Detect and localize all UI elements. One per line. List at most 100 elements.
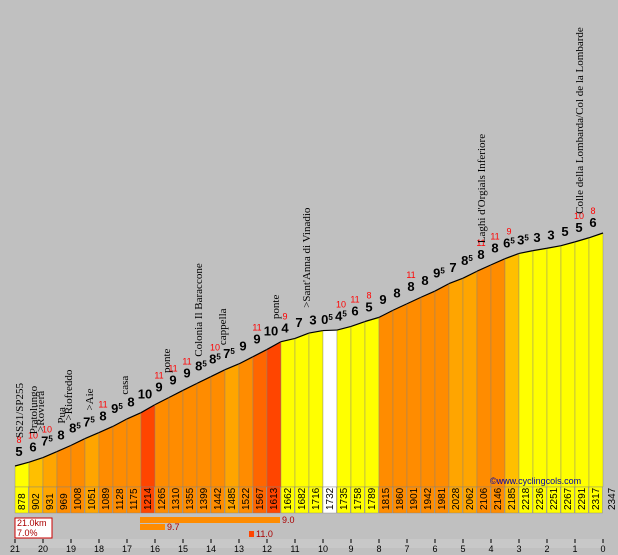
profile-outline <box>196 376 212 384</box>
altitude-cell <box>322 486 337 514</box>
profile-segment <box>112 418 128 488</box>
steepest-sections-legend: 9.0 9.7 11.0 <box>140 515 295 539</box>
altitude-label: 1399 <box>199 487 210 510</box>
max-grade-label: 11 <box>406 270 415 280</box>
altitude-cell <box>280 486 295 514</box>
landmark-label: ponte <box>270 295 282 320</box>
grade-label: 95 <box>433 266 445 281</box>
grade-label: 3 <box>547 228 554 243</box>
profile-outline <box>336 325 352 331</box>
profile-segment <box>322 329 338 488</box>
max-grade-label: 10 <box>210 343 220 353</box>
grade-decimal: 5 <box>216 353 221 362</box>
profile-outline <box>504 252 520 260</box>
altitude-cell <box>266 486 281 514</box>
altitude-cell <box>504 486 519 514</box>
grade-label: 6 <box>29 440 36 455</box>
profile-outline <box>574 237 590 243</box>
website-credit: ©www.cyclingcols.com <box>490 476 581 486</box>
profile-segment <box>154 397 170 488</box>
profile-segment <box>518 250 534 488</box>
profile-outline <box>532 247 548 252</box>
grade-label: 4 <box>281 320 289 335</box>
profile-outline <box>252 348 268 358</box>
altitude-cell <box>224 486 239 514</box>
km-axis-band <box>15 539 603 548</box>
grade-label: 5 <box>561 224 568 239</box>
altitude-label: 1732 <box>325 487 336 510</box>
landmark-label: >Roviera <box>35 391 47 432</box>
grade-decimal: 5 <box>48 435 53 444</box>
profile-outline <box>280 337 296 343</box>
max-grade-label: 11 <box>490 232 499 242</box>
km-tick-label: 21 <box>10 544 20 554</box>
profile-segment <box>476 264 492 488</box>
altitude-cell <box>238 486 253 514</box>
landmark-label: cappella <box>217 308 229 345</box>
altitude-cell <box>574 486 589 514</box>
altitude-label: 1716 <box>311 487 322 510</box>
altitude-label: 1175 <box>129 488 140 510</box>
max-grade-label: 11 <box>350 295 359 305</box>
profile-segment <box>350 321 366 488</box>
landmark-label: ponte <box>161 348 173 373</box>
grade-label: 9 <box>155 379 162 394</box>
grade-decimal: 5 <box>524 234 529 243</box>
profile-segment <box>210 369 226 488</box>
altitude-label: 1128 <box>115 488 126 510</box>
profile-segment <box>532 247 548 488</box>
km-tick-label: 4 <box>488 544 493 554</box>
profile-segment <box>252 349 268 488</box>
steep-section-bar <box>140 517 280 523</box>
altitude-label: 1613 <box>269 487 280 510</box>
profile-segment <box>448 277 464 488</box>
profile-outline <box>140 404 156 414</box>
altitude-label: 1355 <box>185 487 196 510</box>
steep-section-grade: 9.7 <box>167 522 180 532</box>
grade-label: 8 <box>407 279 414 294</box>
profile-outline <box>392 303 408 311</box>
grade-label: 85 <box>195 359 207 374</box>
altitude-label: 2218 <box>521 487 532 510</box>
grade-decimal: 5 <box>328 313 333 322</box>
profile-outline <box>546 245 562 249</box>
steep-section-grade: 9.0 <box>282 515 295 525</box>
altitude-cell <box>168 486 183 514</box>
profile-outline <box>56 444 72 453</box>
profile-segment <box>308 330 324 488</box>
max-grade-label: 10 <box>28 431 38 441</box>
grade-decimal: 5 <box>440 267 445 276</box>
grade-decimal: 5 <box>90 416 95 425</box>
altitude-label: 969 <box>59 493 70 510</box>
altitude-label: 2251 <box>549 487 560 510</box>
max-grade-label: 11 <box>154 370 163 380</box>
altitude-cell <box>378 486 393 514</box>
profile-segment <box>182 383 198 488</box>
altitude-label: 1735 <box>339 487 350 510</box>
grade-label: 85 <box>209 352 221 367</box>
altitude-label: 931 <box>45 493 56 510</box>
altitude-label: 2236 <box>535 487 546 510</box>
grade-label: 85 <box>461 253 473 268</box>
profile-segment <box>406 296 422 488</box>
altitude-cell <box>56 486 71 514</box>
profile-segment <box>504 253 520 488</box>
km-axis: 21 20 19 18 17 16 15 14 13 12 11 10 9 8 7 6 5 4 3 2 1 0 <box>10 539 606 554</box>
altitude-label: 902 <box>31 493 42 510</box>
altitude-cell <box>448 486 463 514</box>
profile-outline <box>364 316 380 323</box>
grade-label: 8 <box>99 408 106 423</box>
grade-label: 8 <box>421 273 428 288</box>
altitude-cell <box>84 486 99 514</box>
altitude-cell <box>336 486 351 514</box>
profile-segment <box>462 270 478 488</box>
altitude-cell <box>350 486 365 514</box>
max-grade-label: 9 <box>506 226 511 236</box>
grade-decimal: 5 <box>76 422 81 431</box>
altitude-cell <box>462 486 477 514</box>
grade-label: 5 <box>365 299 372 314</box>
altitude-cell <box>126 486 141 514</box>
grade-label: 9 <box>169 372 176 387</box>
altitude-cell <box>546 486 561 514</box>
